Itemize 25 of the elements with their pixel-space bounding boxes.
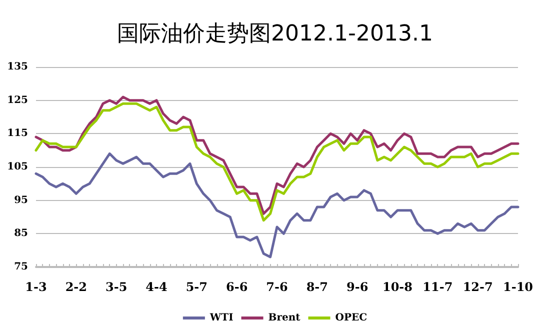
- chart-title: 国际油价走势图2012.1-2013.1: [117, 22, 433, 46]
- legend-label: WTI: [208, 312, 234, 324]
- y-tick-label: 105: [7, 162, 28, 172]
- x-tick-label: 12-7: [462, 280, 493, 294]
- x-tick-label: 10-8: [382, 280, 413, 294]
- legend-label: Brent: [268, 312, 301, 324]
- line-series: [34, 152, 520, 258]
- y-tick-label: 135: [7, 62, 28, 72]
- y-tick-label: 125: [7, 94, 28, 106]
- y-tick-label: 115: [7, 128, 28, 140]
- x-tick-label: 6-6: [226, 280, 248, 294]
- x-tick-label: 4-4: [146, 280, 168, 294]
- legend-label: OPEC: [335, 312, 368, 324]
- x-tick-label: 1-10: [502, 280, 534, 294]
- x-tick-label: 7-6: [266, 280, 288, 294]
- x-tick-label: 1-3: [25, 280, 47, 294]
- y-tick-label: 75: [14, 262, 28, 272]
- x-tick-label: 11-7: [422, 280, 453, 294]
- x-tick-label: 8-7: [306, 280, 328, 294]
- x-tick-label: 9-6: [346, 280, 368, 294]
- y-tick-label: 85: [14, 228, 28, 240]
- x-tick-label: 3-5: [105, 280, 128, 294]
- y-tick-label: 95: [14, 194, 28, 206]
- x-tick-label: 5-7: [186, 280, 208, 294]
- x-tick-label: 2-2: [65, 280, 88, 294]
